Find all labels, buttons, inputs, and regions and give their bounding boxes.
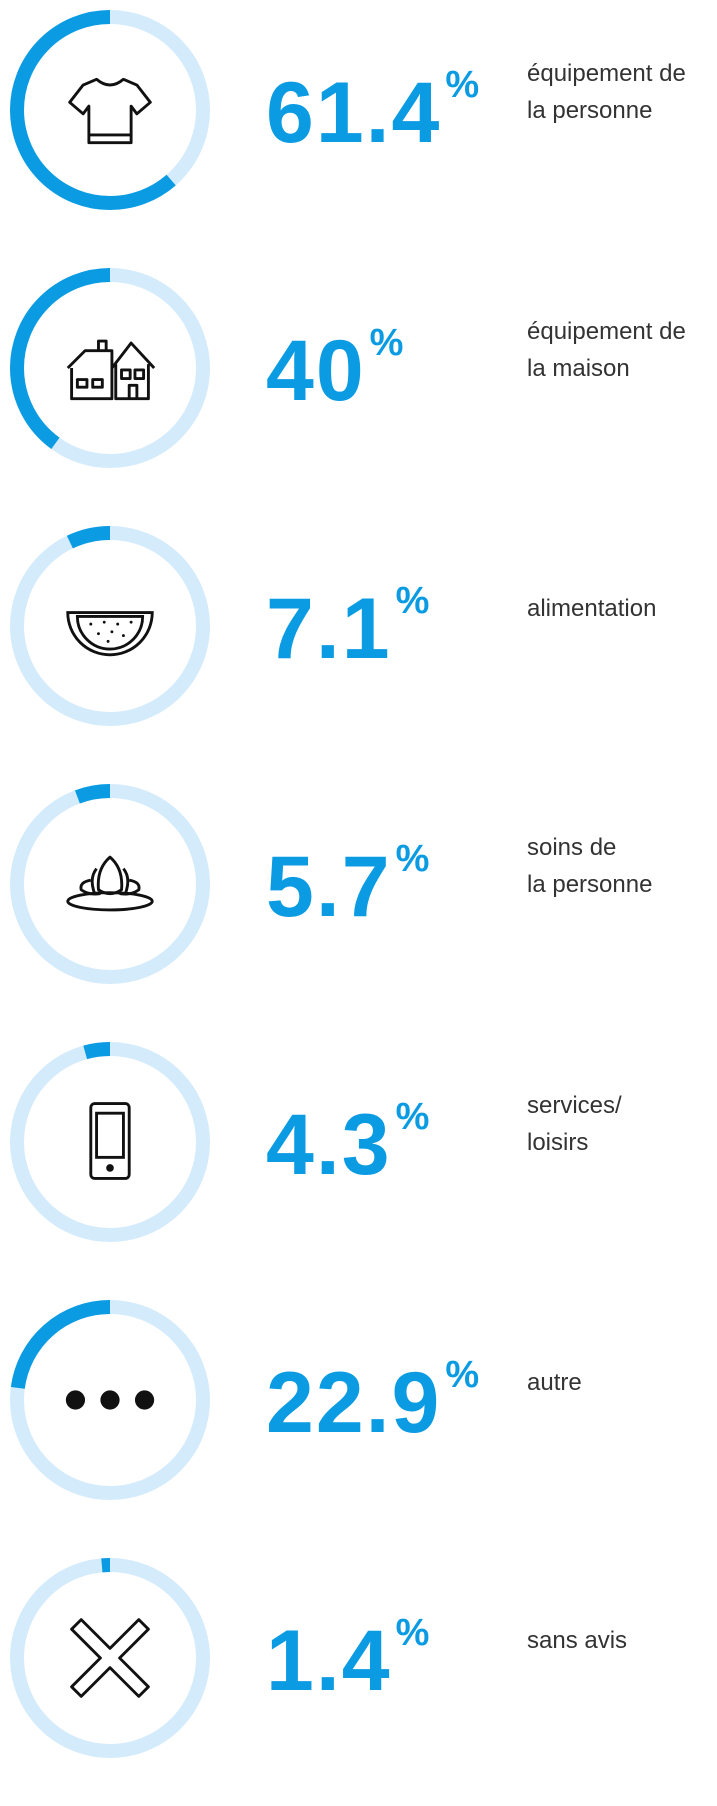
gauge-row: 5.7% soins de la personne	[0, 774, 717, 1032]
gauge-icon	[66, 611, 154, 657]
gauge-value: 1.4%	[266, 1614, 429, 1704]
gauge-icon	[65, 1390, 155, 1410]
gauge-label: autre	[527, 1368, 582, 1396]
gauge-arc	[10, 10, 210, 210]
gauge-icon	[68, 77, 152, 145]
gauge-value: 22.9%	[266, 1356, 479, 1446]
gauge-track	[10, 1042, 210, 1242]
value-unit: %	[395, 580, 430, 622]
value-number: 5.7	[266, 839, 392, 935]
gauge-arc	[10, 1042, 210, 1242]
gauge-row: 22.9% autre	[0, 1290, 717, 1548]
gauge-value: 61.4%	[266, 66, 479, 156]
value-unit: %	[395, 838, 430, 880]
gauge-track	[10, 1558, 210, 1758]
gauge-arc	[10, 268, 210, 468]
value-unit: %	[369, 322, 404, 364]
gauge-label: sans avis	[527, 1626, 628, 1654]
gauge-ring	[10, 1558, 210, 1758]
gauge-value: 40%	[266, 324, 403, 414]
value-unit: %	[445, 64, 480, 106]
gauge-label: alimentation	[527, 594, 657, 622]
value-unit: %	[445, 1354, 480, 1396]
gauge-value: 5.7%	[266, 840, 429, 930]
gauge-track	[10, 526, 210, 726]
gauge-label: services/ loisirs	[527, 1092, 622, 1156]
gauge-row: 1.4% sans avis	[0, 1548, 717, 1806]
gauge-row: 40% équipement de la maison	[0, 258, 717, 516]
gauge-icon	[70, 1618, 150, 1698]
gauge-row: 61.4% équipement de la personne	[0, 0, 717, 258]
value-unit: %	[395, 1096, 430, 1138]
gauge-row: 4.3% services/ loisirs	[0, 1032, 717, 1290]
gauge-value: 4.3%	[266, 1098, 429, 1188]
gauge-ring	[10, 1300, 210, 1500]
value-number: 1.4	[266, 1613, 392, 1709]
gauge-ring	[10, 268, 210, 468]
gauge-icon	[66, 339, 156, 401]
value-number: 22.9	[266, 1355, 442, 1451]
value-number: 4.3	[266, 1097, 392, 1193]
gauge-arc	[10, 1558, 210, 1758]
gauge-arc	[10, 1300, 210, 1500]
gauge-label: équipement de la personne	[527, 60, 686, 124]
value-unit: %	[395, 1612, 430, 1654]
gauge-arc	[10, 784, 210, 984]
gauge-icon	[89, 1102, 131, 1180]
value-number: 61.4	[266, 65, 442, 161]
gauge-row: 7.1% alimentation	[0, 516, 717, 774]
gauge-arc	[10, 526, 210, 726]
page: 61.4% équipement de la personne 40% équipem…	[0, 0, 717, 1758]
gauge-icon	[66, 855, 154, 912]
gauge-ring	[10, 1042, 210, 1242]
gauge-ring	[10, 784, 210, 984]
value-number: 40	[266, 323, 366, 419]
gauge-ring	[10, 10, 210, 210]
gauge-value: 7.1%	[266, 582, 429, 672]
gauge-label: équipement de la maison	[527, 318, 686, 382]
gauge-track	[10, 784, 210, 984]
gauge-ring	[10, 526, 210, 726]
gauge-label: soins de la personne	[527, 834, 653, 898]
value-number: 7.1	[266, 581, 392, 677]
